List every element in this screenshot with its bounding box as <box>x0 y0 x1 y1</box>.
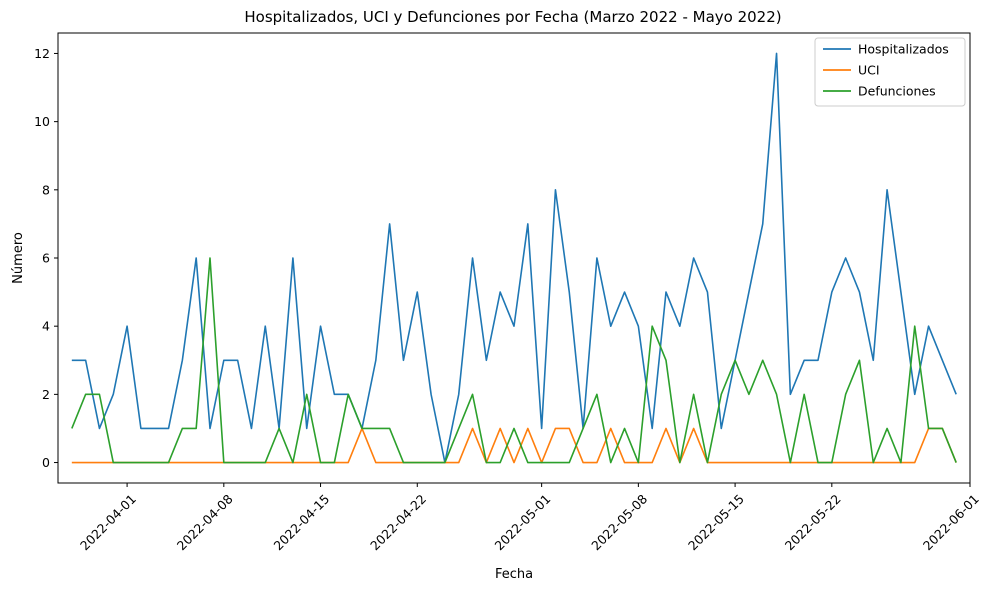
series-line-uci <box>71 427 957 464</box>
legend-label: Defunciones <box>858 84 936 99</box>
y-axis-label: Número <box>11 232 26 284</box>
y-tick-label: 6 <box>42 251 50 266</box>
y-tick-label: 4 <box>42 319 50 334</box>
legend-label: Hospitalizados <box>858 42 949 57</box>
y-tick-label: 0 <box>42 455 50 470</box>
y-tick-label: 2 <box>42 387 50 402</box>
y-tick-label: 8 <box>42 182 50 197</box>
chart-title: Hospitalizados, UCI y Defunciones por Fe… <box>244 8 781 26</box>
legend-label: UCI <box>858 63 880 78</box>
plot-area <box>71 52 957 464</box>
y-tick-label: 12 <box>34 46 50 61</box>
legend-box <box>814 37 966 107</box>
y-tick-label: 10 <box>34 114 50 129</box>
x-axis-label: Fecha <box>495 567 533 582</box>
legend: Hospitalizados UCI Defunciones <box>814 37 966 107</box>
series-line-defunciones <box>71 257 957 464</box>
y-axis: 0 2 4 6 8 10 12 <box>34 46 58 470</box>
